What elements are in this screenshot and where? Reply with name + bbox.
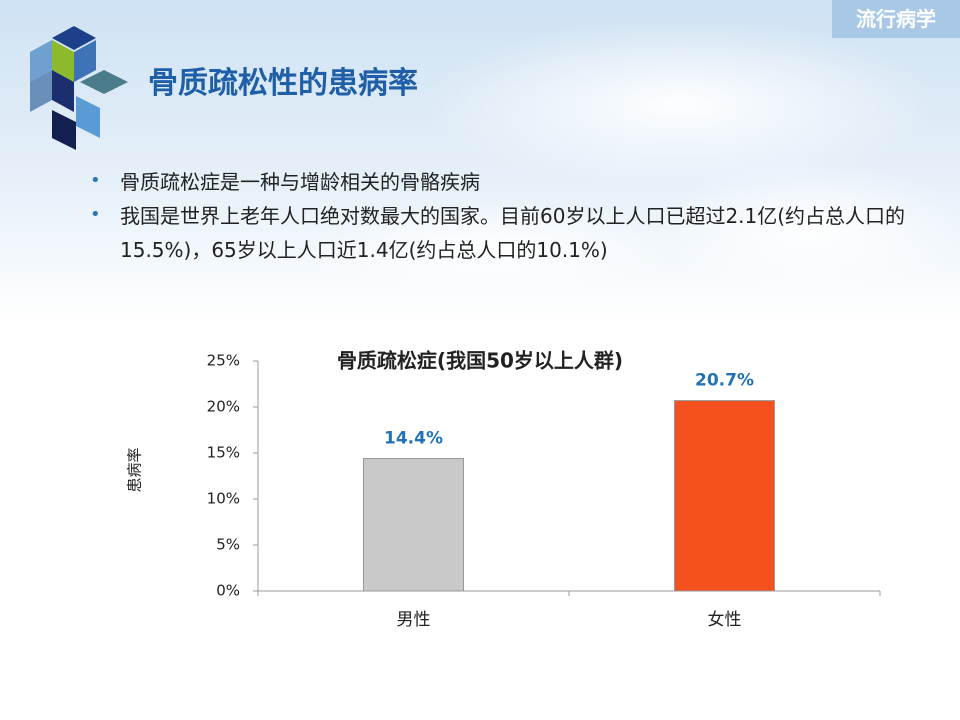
bullet-text: 我国是世界上老年人口绝对数最大的国家。目前60岁以上人口已超过2.1亿(约占总人… <box>120 204 906 262</box>
x-tick-label: 女性 <box>708 610 742 630</box>
y-tick-label: 0% <box>216 582 240 600</box>
y-tick-label: 20% <box>207 398 240 416</box>
bullet-dot: • <box>90 170 101 191</box>
value-label: 20.7% <box>695 371 754 391</box>
y-tick-label: 15% <box>207 444 240 462</box>
y-axis-label: 患病率 <box>126 447 144 492</box>
bullet-text: 骨质疏松症是一种与增龄相关的骨骼疾病 <box>120 170 480 194</box>
y-tick-label: 5% <box>216 536 240 554</box>
y-tick-label: 25% <box>207 352 240 370</box>
cloud <box>650 160 960 300</box>
chart-title: 骨质疏松症(我国50岁以上人群) <box>337 349 623 373</box>
value-label: 14.4% <box>384 429 443 449</box>
bar <box>363 458 464 592</box>
slide-title: 骨质疏松性的患病率 <box>148 66 418 101</box>
y-tick-label: 10% <box>207 490 240 508</box>
cloud <box>300 200 680 300</box>
bullet-dot: • <box>90 204 101 225</box>
logo <box>30 26 128 150</box>
section-tag: 流行病学 <box>832 0 960 38</box>
x-tick-label: 男性 <box>397 610 431 630</box>
bar <box>674 400 775 592</box>
